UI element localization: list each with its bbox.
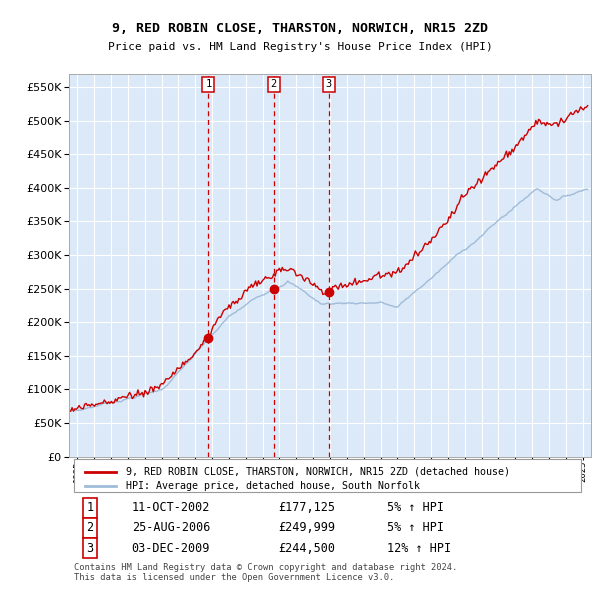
Text: 11-OCT-2002: 11-OCT-2002 [131, 501, 210, 514]
Text: £249,999: £249,999 [278, 522, 335, 535]
Text: 25-AUG-2006: 25-AUG-2006 [131, 522, 210, 535]
Text: Contains HM Land Registry data © Crown copyright and database right 2024.: Contains HM Land Registry data © Crown c… [74, 563, 457, 572]
Text: 9, RED ROBIN CLOSE, THARSTON, NORWICH, NR15 2ZD (detached house): 9, RED ROBIN CLOSE, THARSTON, NORWICH, N… [127, 467, 511, 477]
Text: 1: 1 [205, 80, 212, 90]
Text: HPI: Average price, detached house, South Norfolk: HPI: Average price, detached house, Sout… [127, 481, 421, 491]
Text: 3: 3 [86, 542, 94, 555]
Text: 5% ↑ HPI: 5% ↑ HPI [388, 501, 445, 514]
Text: Price paid vs. HM Land Registry's House Price Index (HPI): Price paid vs. HM Land Registry's House … [107, 42, 493, 53]
Text: 5% ↑ HPI: 5% ↑ HPI [388, 522, 445, 535]
Text: 2: 2 [86, 522, 94, 535]
Text: £177,125: £177,125 [278, 501, 335, 514]
Text: 9, RED ROBIN CLOSE, THARSTON, NORWICH, NR15 2ZD: 9, RED ROBIN CLOSE, THARSTON, NORWICH, N… [112, 22, 488, 35]
Text: 3: 3 [326, 80, 332, 90]
Text: 1: 1 [86, 501, 94, 514]
Text: This data is licensed under the Open Government Licence v3.0.: This data is licensed under the Open Gov… [74, 573, 394, 582]
Text: 12% ↑ HPI: 12% ↑ HPI [388, 542, 452, 555]
Text: £244,500: £244,500 [278, 542, 335, 555]
FancyBboxPatch shape [74, 459, 581, 492]
Text: 2: 2 [271, 80, 277, 90]
Text: 03-DEC-2009: 03-DEC-2009 [131, 542, 210, 555]
